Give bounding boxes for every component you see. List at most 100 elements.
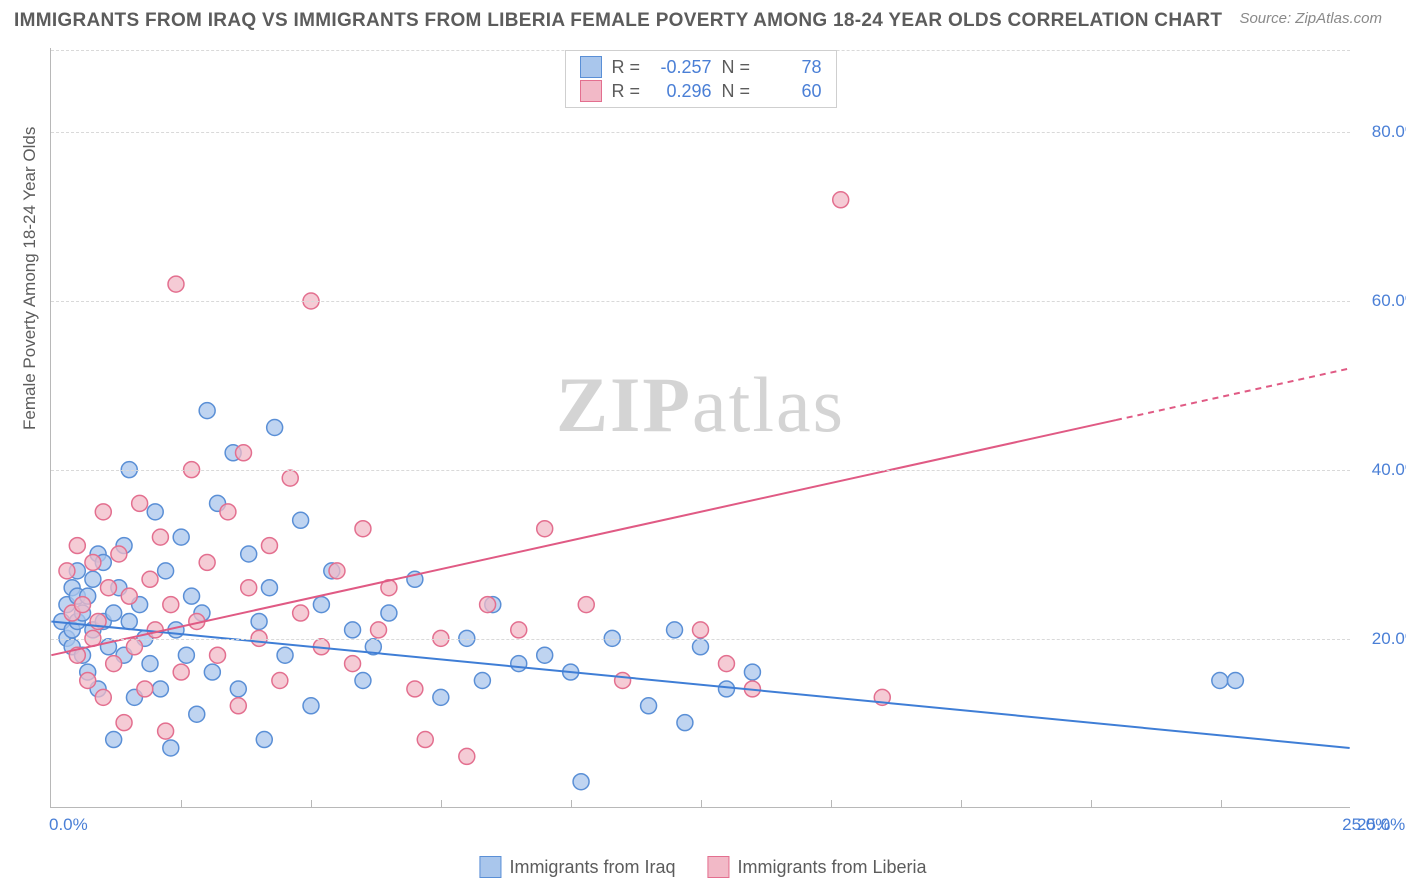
data-point (59, 563, 75, 579)
data-point (230, 681, 246, 697)
data-point (236, 445, 252, 461)
data-point (433, 689, 449, 705)
chart-title: IMMIGRANTS FROM IRAQ VS IMMIGRANTS FROM … (14, 10, 1222, 32)
data-point (147, 504, 163, 520)
legend-row-series-1: R = -0.257 N = 78 (580, 55, 822, 79)
data-point (256, 732, 272, 748)
y-tick-label: 80.0% (1360, 122, 1406, 142)
data-point (355, 521, 371, 537)
data-point (459, 748, 475, 764)
data-point (111, 546, 127, 562)
swatch-series-2 (580, 80, 602, 102)
data-point (241, 546, 257, 562)
swatch-series-2-bottom (707, 856, 729, 878)
data-point (137, 681, 153, 697)
data-point (355, 673, 371, 689)
data-point (241, 580, 257, 596)
data-point (293, 605, 309, 621)
data-point (85, 554, 101, 570)
data-point (116, 715, 132, 731)
legend-item-series-2: Immigrants from Liberia (707, 856, 926, 878)
data-point (261, 538, 277, 554)
trend-line (51, 420, 1116, 655)
data-point (718, 656, 734, 672)
data-point (293, 512, 309, 528)
data-point (744, 664, 760, 680)
trend-line-extrapolated (1116, 368, 1350, 420)
data-point (106, 656, 122, 672)
data-point (407, 681, 423, 697)
data-point (106, 605, 122, 621)
data-point (178, 647, 194, 663)
data-point (693, 639, 709, 655)
data-point (152, 681, 168, 697)
data-point (85, 571, 101, 587)
data-point (163, 597, 179, 613)
data-point (158, 723, 174, 739)
data-point (251, 613, 267, 629)
scatter-svg (51, 48, 1350, 807)
data-point (282, 470, 298, 486)
data-point (69, 538, 85, 554)
data-point (345, 622, 361, 638)
data-point (173, 664, 189, 680)
data-point (677, 715, 693, 731)
y-tick-label: 60.0% (1360, 291, 1406, 311)
data-point (641, 698, 657, 714)
data-point (474, 673, 490, 689)
legend-item-series-1: Immigrants from Iraq (479, 856, 675, 878)
data-point (204, 664, 220, 680)
data-point (537, 647, 553, 663)
chart-plot-area: ZIPatlas R = -0.257 N = 78 R = 0.296 N =… (50, 48, 1350, 808)
data-point (210, 647, 226, 663)
y-axis-label: Female Poverty Among 18-24 Year Olds (20, 127, 40, 430)
data-point (163, 740, 179, 756)
swatch-series-1 (580, 56, 602, 78)
data-point (313, 597, 329, 613)
data-point (573, 774, 589, 790)
data-point (277, 647, 293, 663)
x-tick-label: 0.0% (49, 815, 88, 835)
data-point (75, 597, 91, 613)
data-point (833, 192, 849, 208)
data-point (142, 656, 158, 672)
data-point (189, 706, 205, 722)
data-point (578, 597, 594, 613)
source-attribution: Source: ZipAtlas.com (1239, 10, 1382, 27)
data-point (95, 689, 111, 705)
data-point (537, 521, 553, 537)
data-point (693, 622, 709, 638)
data-point (1227, 673, 1243, 689)
data-point (261, 580, 277, 596)
data-point (511, 656, 527, 672)
data-point (199, 403, 215, 419)
data-point (106, 732, 122, 748)
data-point (142, 571, 158, 587)
data-point (158, 563, 174, 579)
data-point (417, 732, 433, 748)
data-point (100, 580, 116, 596)
data-point (168, 276, 184, 292)
data-point (230, 698, 246, 714)
data-point (667, 622, 683, 638)
x-tick-label: 25.0% (1342, 815, 1390, 835)
data-point (80, 673, 96, 689)
series-legend: Immigrants from Iraq Immigrants from Lib… (479, 856, 926, 878)
data-point (371, 622, 387, 638)
swatch-series-1-bottom (479, 856, 501, 878)
data-point (267, 420, 283, 436)
data-point (381, 605, 397, 621)
data-point (184, 588, 200, 604)
data-point (121, 613, 137, 629)
data-point (615, 673, 631, 689)
data-point (220, 504, 236, 520)
legend-row-series-2: R = 0.296 N = 60 (580, 79, 822, 103)
data-point (1212, 673, 1228, 689)
y-tick-label: 20.0% (1360, 629, 1406, 649)
data-point (303, 698, 319, 714)
data-point (199, 554, 215, 570)
data-point (511, 622, 527, 638)
data-point (147, 622, 163, 638)
correlation-legend: R = -0.257 N = 78 R = 0.296 N = 60 (565, 50, 837, 108)
data-point (121, 588, 137, 604)
